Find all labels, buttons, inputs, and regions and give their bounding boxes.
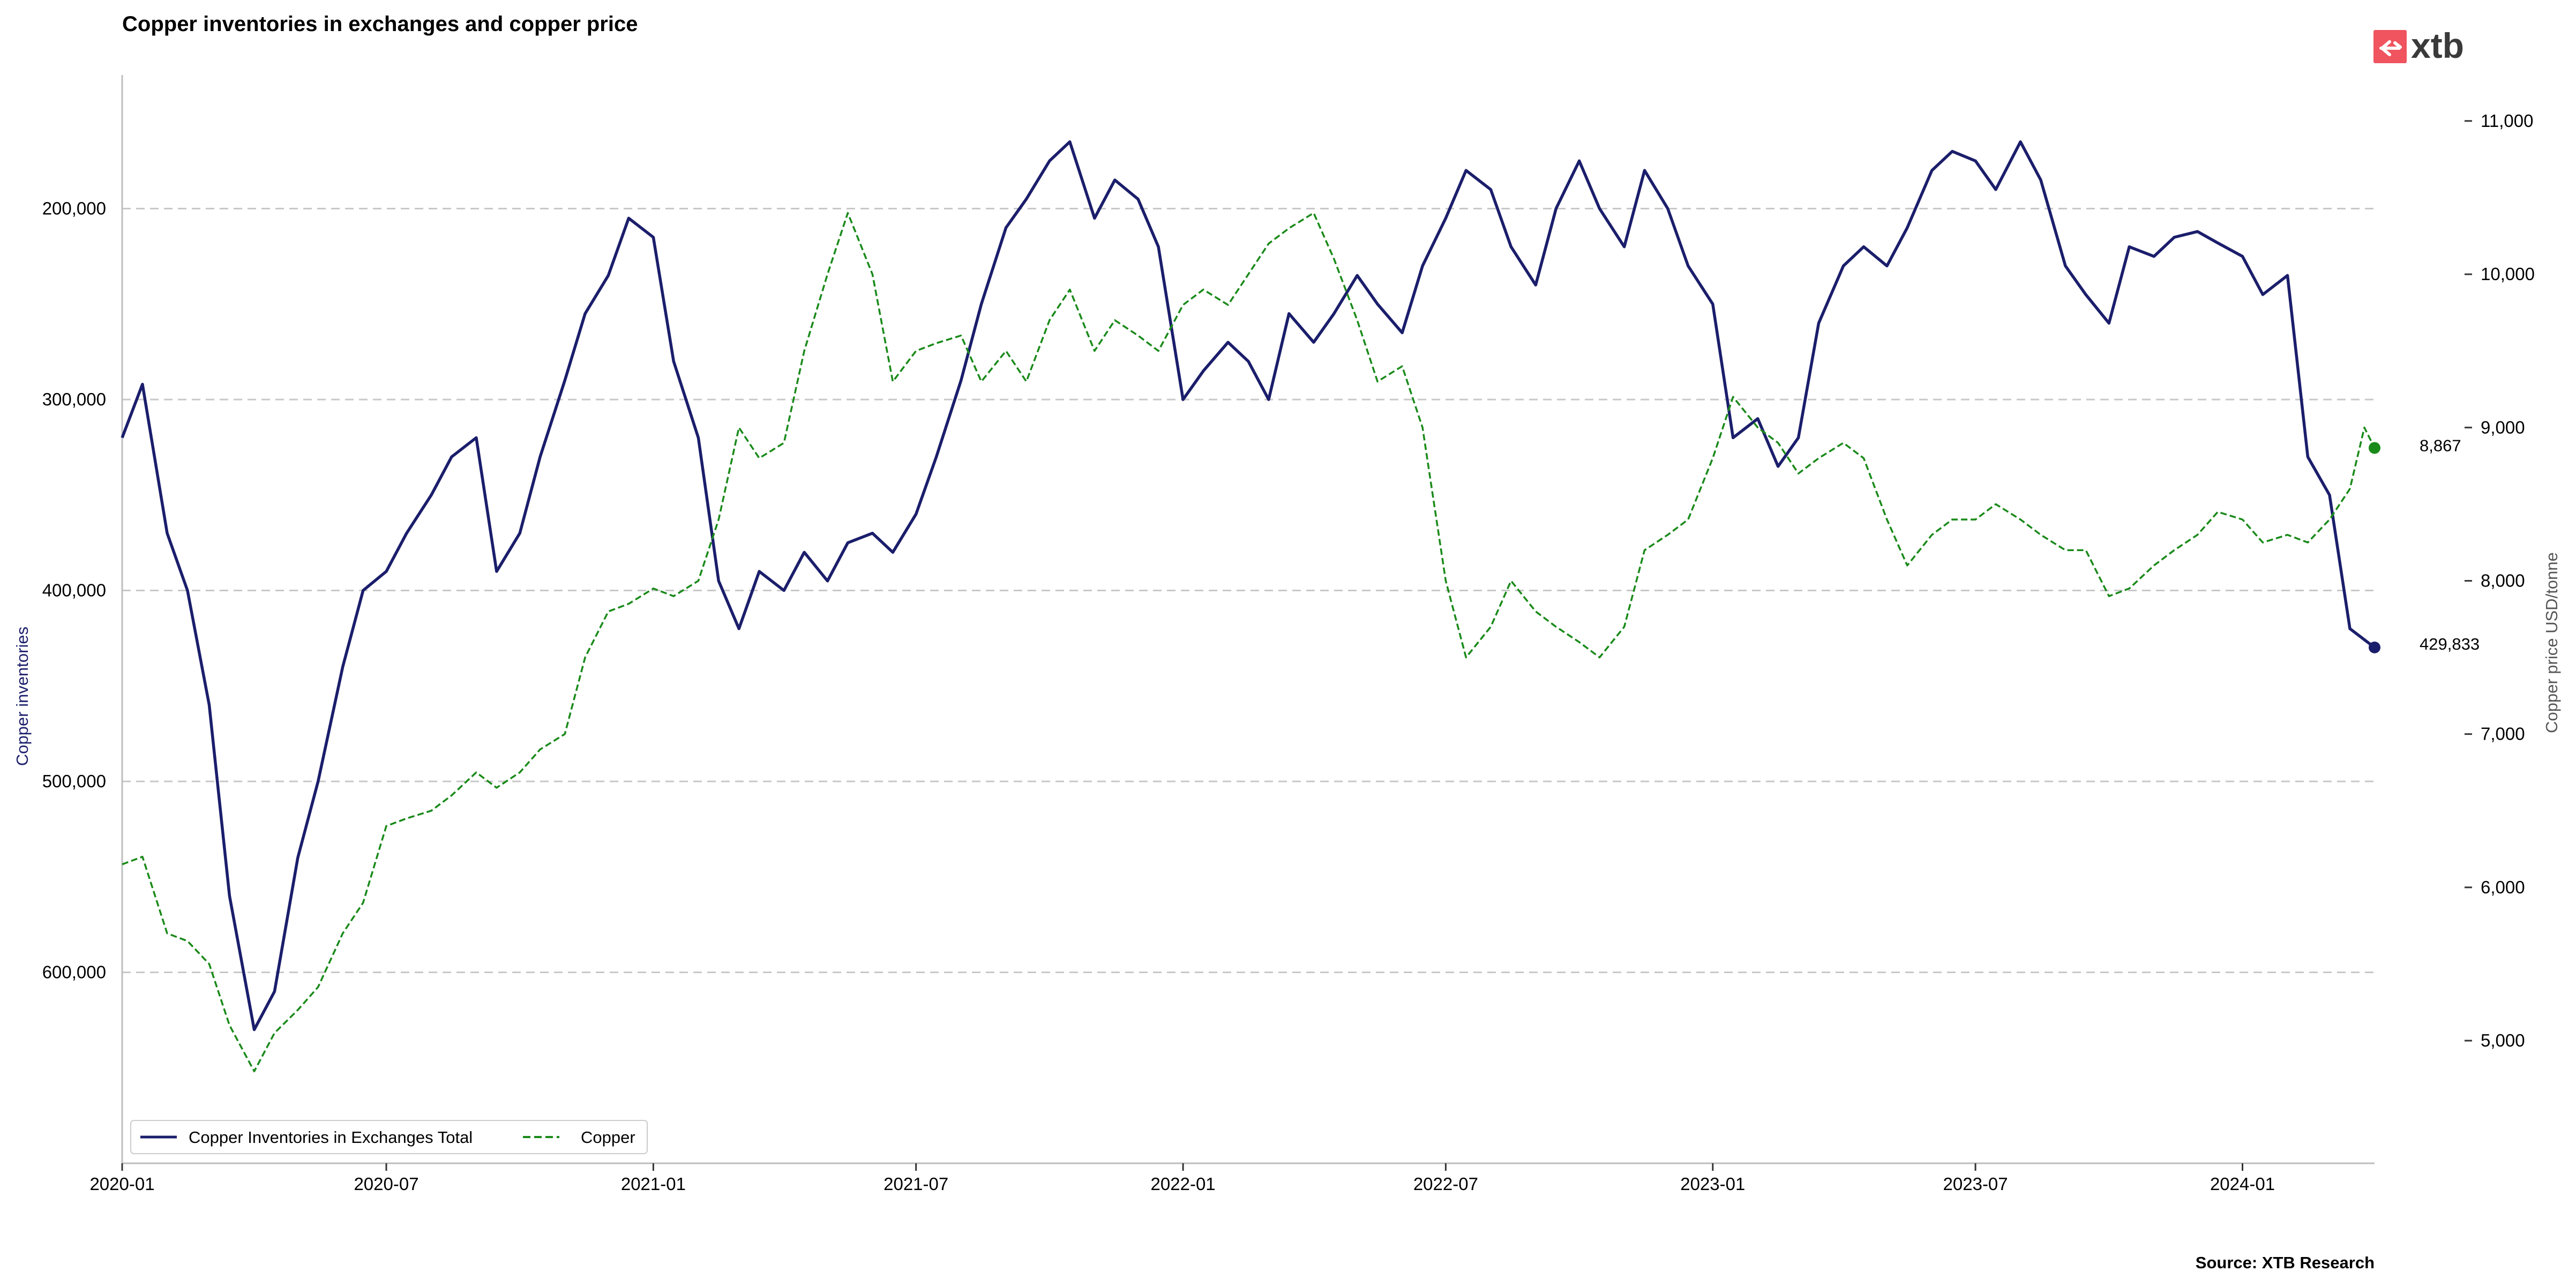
legend-label-inventories: Copper Inventories in Exchanges Total — [189, 1128, 473, 1147]
left-tick-label: 600,000 — [42, 962, 106, 982]
chart-title: Copper inventories in exchanges and copp… — [122, 12, 638, 36]
legend-label-copper: Copper — [581, 1128, 635, 1147]
left-tick-label: 400,000 — [42, 581, 106, 600]
x-tick-label: 2024-01 — [2210, 1174, 2275, 1194]
copper-end-label: 8,867 — [2420, 436, 2461, 455]
inventories-end-label: 429,833 — [2420, 635, 2480, 653]
copper-end-marker — [2369, 442, 2380, 454]
legend: Copper Inventories in Exchanges Total Co… — [130, 1120, 648, 1154]
x-axis-ticks: 2020-01 2020-07 2021-01 2021-07 2022-01 2022-… — [89, 1163, 2275, 1194]
axes — [121, 75, 2375, 1164]
right-tick-label: 11,000 — [2481, 111, 2533, 131]
x-tick-label: 2023-07 — [1943, 1174, 2008, 1194]
xtb-logo: xtb — [2373, 26, 2464, 65]
left-tick-label: 500,000 — [42, 771, 106, 791]
left-axis-ticks: 200,000 300,000 400,000 500,000 600,000 — [42, 199, 106, 982]
x-tick-label: 2022-07 — [1413, 1174, 1478, 1194]
right-tick-label: 7,000 — [2481, 724, 2525, 744]
right-tick-label: 6,000 — [2481, 877, 2525, 897]
x-tick-label: 2021-07 — [883, 1174, 948, 1194]
x-tick-label: 2020-07 — [354, 1174, 418, 1194]
series-layer: 429,833 8,867 — [121, 140, 2480, 1073]
inventories-end-marker — [2369, 641, 2380, 653]
right-tick-label: 10,000 — [2481, 264, 2535, 284]
right-tick-label: 8,000 — [2481, 570, 2525, 590]
left-axis-label: Copper inventories — [13, 627, 32, 766]
left-tick-label: 200,000 — [42, 199, 106, 219]
right-tick-label: 9,000 — [2481, 417, 2525, 437]
right-tick-label: 5,000 — [2481, 1030, 2525, 1050]
grid-lines — [122, 208, 2375, 974]
source-note: Source: XTB Research — [2196, 1253, 2375, 1272]
right-axis-ticks: 5,000 6,000 7,000 8,000 9,000 10,000 11,000 — [2465, 111, 2535, 1050]
inventories-line — [121, 140, 2376, 1032]
x-tick-label: 2022-01 — [1151, 1174, 1216, 1194]
xtb-logo-text: xtb — [2411, 26, 2464, 65]
legend-box — [130, 1120, 648, 1154]
left-tick-label: 300,000 — [42, 389, 106, 409]
copper-price-line — [122, 212, 2376, 1073]
x-tick-label: 2023-01 — [1680, 1174, 1745, 1194]
x-tick-label: 2020-01 — [89, 1174, 154, 1194]
x-tick-label: 2021-01 — [621, 1174, 686, 1194]
right-axis-label: Copper price USD/tonne — [2542, 552, 2561, 733]
